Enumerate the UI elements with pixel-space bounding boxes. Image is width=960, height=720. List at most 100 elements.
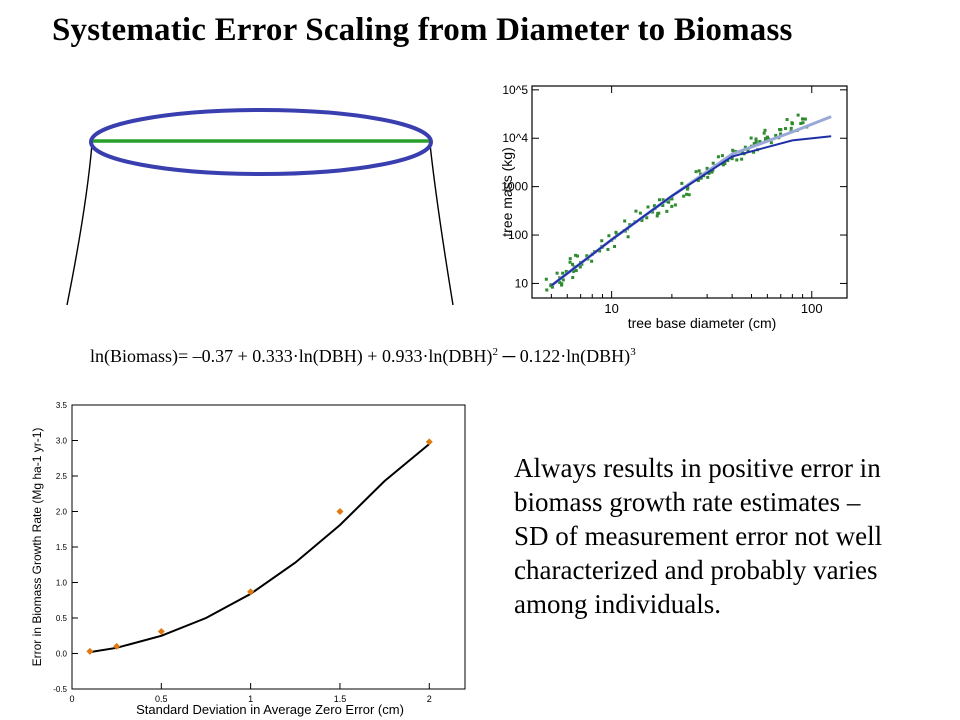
allometry-x-axis-label: tree base diameter (cm) [628,315,777,331]
allometry-point [680,181,684,185]
allometry-y-tick-label: 1000 [501,180,528,194]
conclusion-line: biomass growth rate estimates – [514,487,861,517]
allometry-point [779,132,783,136]
allometry-point [598,249,602,253]
trunk-left-edge [66,143,93,306]
allometry-point [561,278,565,282]
allometry-y-tick-label: 100 [508,228,528,242]
allometry-point [785,118,789,122]
allometry-point [801,117,805,121]
error-y-tick-label: -0.5 [53,685,67,694]
allometry-point [645,216,649,220]
error-x-tick-label: 1 [248,694,253,704]
allometry-point [711,161,715,165]
allometry-point [752,150,756,154]
error-y-tick-label: 2.0 [56,508,68,517]
allometry-point [721,163,725,167]
allometry-point [574,253,578,257]
allometry-point [685,187,689,191]
allometry-point [638,211,642,215]
error-y-tick-label: 3.0 [56,437,68,446]
allometry-point [735,158,739,162]
conclusion-text: Always results in positive error in biom… [514,451,954,621]
allometry-point [626,235,630,239]
conclusion-line: Always results in positive error in [514,453,881,483]
allometry-point [799,122,803,126]
allometry-point [561,271,565,275]
tree-trunk-diagram [66,108,454,306]
error-x-tick-label: 2 [427,694,432,704]
allometry-y-tick-label: 10^4 [502,131,528,145]
equation-part-1: ln(Biomass)= –0.37 + 0.333·ln(DBH) + 0.9… [90,346,493,366]
allometry-point [754,137,758,141]
allometry-point [568,260,572,264]
allometry-point [803,117,807,121]
error-y-tick-label: 3.5 [56,401,68,410]
allometry-point [697,169,701,173]
error-y-axis-label: Error in Biomass Growth Rate (Mg ha-1 yr… [30,428,44,667]
allometry-point [661,203,665,207]
allometry-point [769,141,773,145]
trunk-right-edge [429,143,454,306]
allometry-point [614,230,618,234]
allometry-x-tick-label: 100 [801,301,823,316]
allometry-point [710,170,714,174]
allometry-point [790,121,794,125]
error-x-tick-label: 1.5 [334,694,347,704]
allometry-point [568,257,572,261]
allometry-point [646,205,650,209]
allometry-point [673,203,677,207]
allometry-point [789,126,793,130]
allometry-point [661,198,665,202]
allometry-log-plot: 10 100 10 100 1000 10^4 10^5 tree base diamete… [499,83,848,331]
allometry-point [640,218,644,222]
allometry-point [758,140,762,144]
allometry-point [607,234,611,238]
error-x-tick-label: 0.5 [155,694,168,704]
allometry-point [767,137,771,141]
biomass-equation: ln(Biomass)= –0.37 + 0.333·ln(DBH) + 0.9… [90,346,636,367]
allometry-point [705,166,709,170]
allometry-point [699,176,703,180]
allometry-point [650,210,655,214]
allometry-point [585,254,589,258]
error-point [113,642,121,650]
error-plot-frame [71,404,466,690]
allometry-point [623,219,627,223]
allometry-point [590,259,594,263]
conclusion-line: SD of measurement error not well [514,521,883,551]
allometry-point [694,170,698,174]
allometry-point [763,128,767,132]
error-y-tick-label: 0.0 [56,650,68,659]
allometry-point [685,192,689,196]
allometry-point [571,262,575,266]
allometry-point [670,197,674,201]
allometry-point [544,277,548,281]
allometry-point [796,113,800,117]
equation-exponent-2: 2 [492,346,498,358]
allometry-point [606,247,610,251]
error-y-tick-label: 0.5 [56,614,68,623]
allometry-y-tick-label: 10^5 [502,83,528,97]
allometry-y-tick-label: 10 [515,276,529,290]
allometry-point [740,157,744,161]
allometry-point [778,128,782,132]
allometry-point [746,149,750,153]
allometry-x-tick-label: 10 [604,301,618,316]
allometry-point [762,131,766,135]
allometry-point [600,239,604,243]
allometry-point [665,209,669,213]
allometry-point [555,271,559,275]
error-point [86,647,94,655]
error-fit-curve [89,443,430,654]
allometry-point [774,133,778,137]
error-point [157,627,165,635]
allometry-point [670,204,674,208]
error-point [336,508,344,515]
allometry-point [731,148,735,152]
error-point [247,588,255,596]
conclusion-line: among individuals. [514,589,721,619]
allometry-fit-line [550,135,832,287]
allometry-point [656,211,660,215]
allometry-point [657,198,661,202]
